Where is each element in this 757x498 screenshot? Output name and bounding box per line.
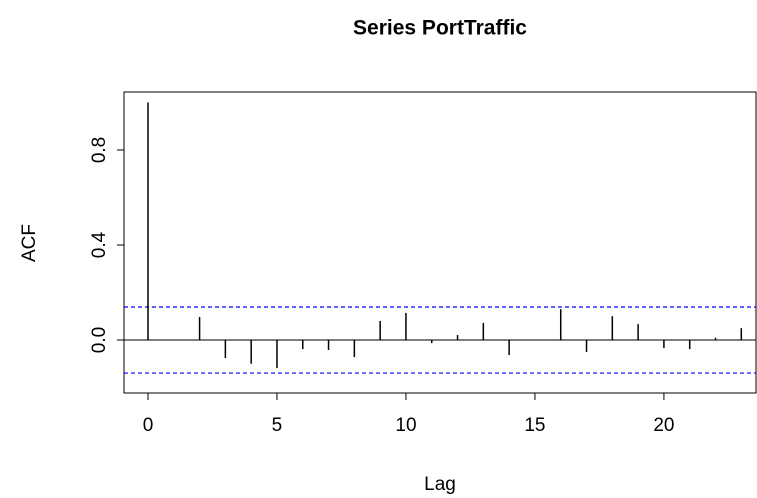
y-axis-label: ACF [19, 224, 40, 262]
y-tick-label: 0.4 [89, 231, 110, 258]
x-tick-label: 5 [272, 415, 283, 436]
x-tick-label: 20 [653, 415, 674, 436]
x-tick-label: 15 [524, 415, 545, 436]
x-tick-label: 0 [143, 415, 154, 436]
y-tick-label: 0.0 [89, 327, 110, 353]
x-axis-label: Lag [424, 474, 456, 495]
chart-title: Series PortTraffic [353, 17, 527, 40]
y-tick-label: 0.8 [89, 137, 110, 163]
x-tick-label: 10 [395, 415, 416, 436]
plot-box [123, 91, 757, 394]
